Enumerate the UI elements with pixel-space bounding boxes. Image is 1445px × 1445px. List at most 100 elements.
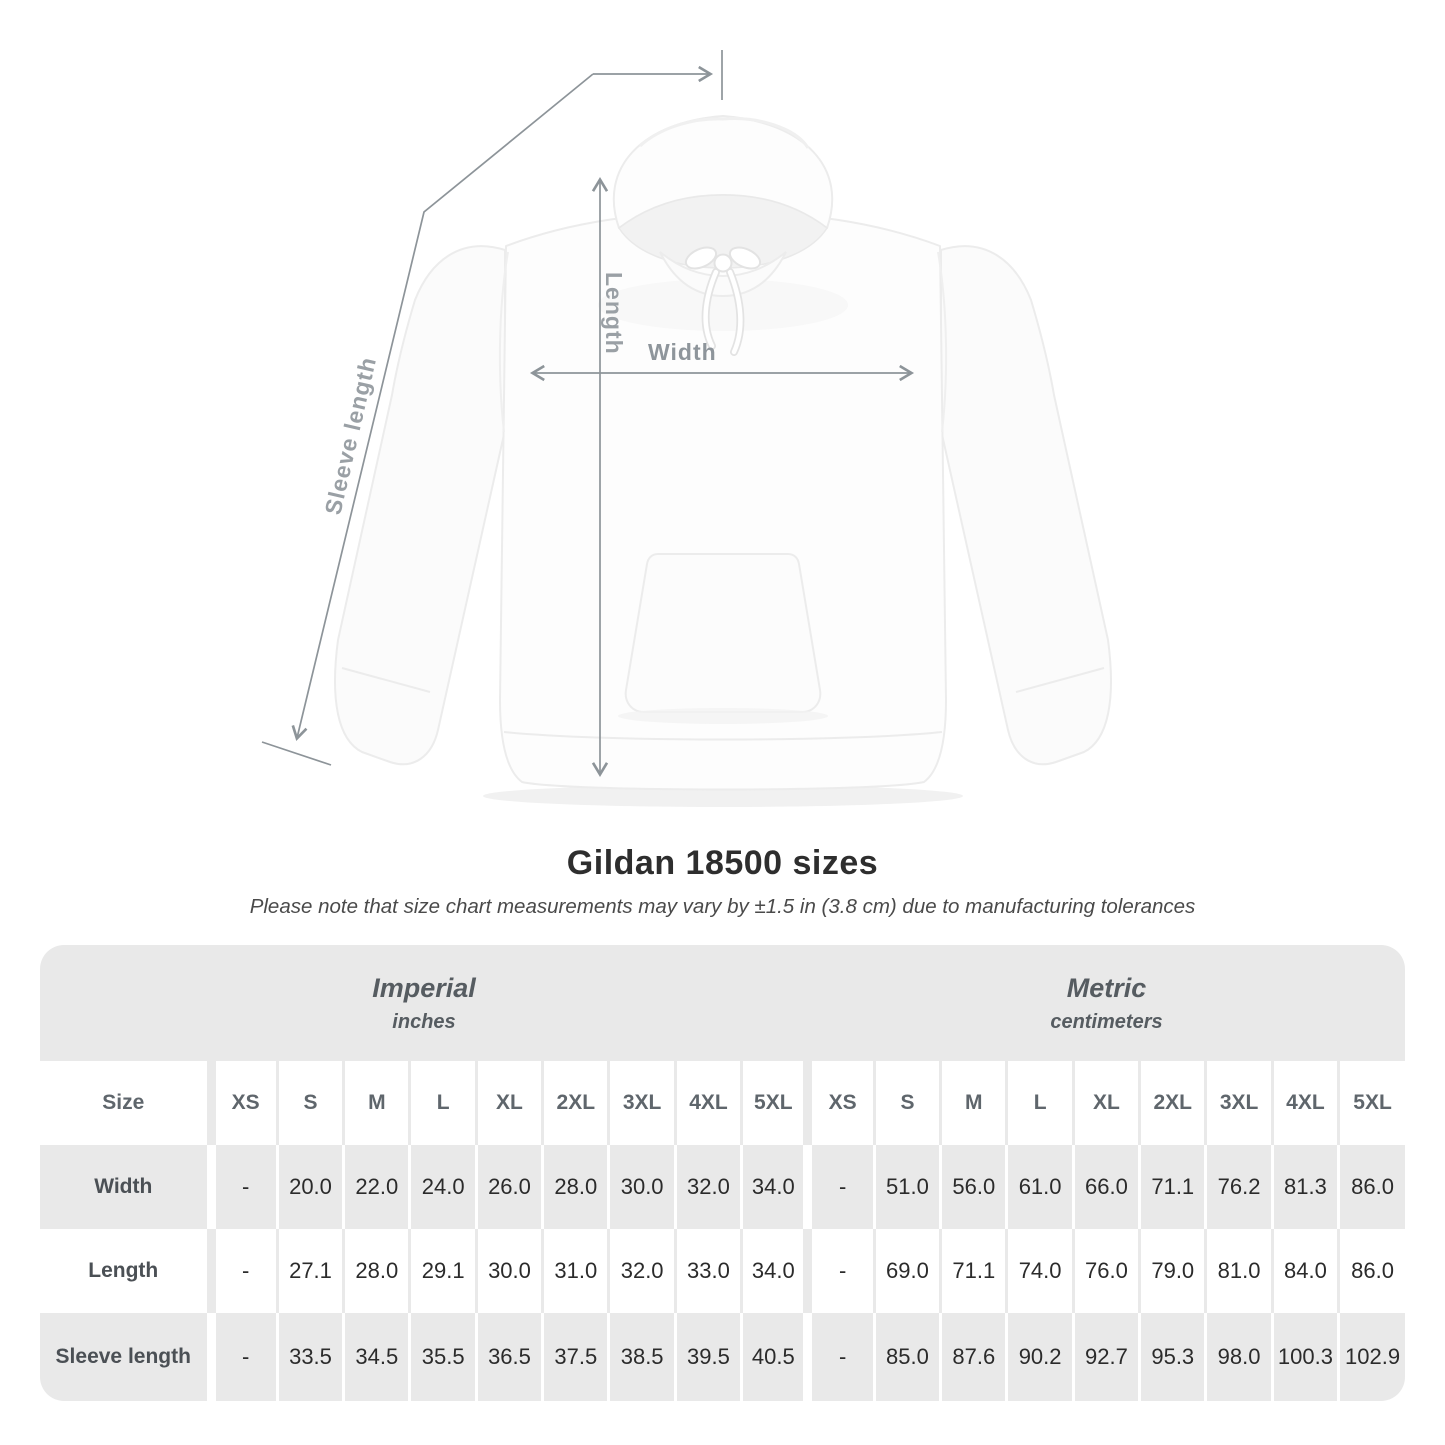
metric-value-cell: 81.3 bbox=[1270, 1145, 1339, 1229]
metric-value-cell: 66.0 bbox=[1071, 1145, 1140, 1229]
metric-value-cell: 102.9 bbox=[1337, 1313, 1405, 1401]
size-header-imperial-7: 4XL bbox=[673, 1061, 742, 1145]
size-table: Imperial inches Metric centimeters Size … bbox=[40, 945, 1405, 1401]
metric-value-cell: 56.0 bbox=[939, 1145, 1007, 1229]
imperial-value-cell: 32.0 bbox=[673, 1145, 742, 1229]
imperial-group-unit: inches bbox=[392, 1010, 456, 1033]
metric-value-cell: 76.2 bbox=[1204, 1145, 1273, 1229]
imperial-value-cell: 34.0 bbox=[740, 1145, 808, 1229]
metric-value-cell: 85.0 bbox=[872, 1313, 941, 1401]
imperial-value-cell: 39.5 bbox=[673, 1313, 742, 1401]
metric-value-cell: 51.0 bbox=[872, 1145, 941, 1229]
imperial-value-cell: 34.0 bbox=[740, 1229, 808, 1313]
imperial-value-cell: 33.0 bbox=[673, 1229, 742, 1313]
imperial-value-cell: 29.1 bbox=[408, 1229, 477, 1313]
hoodie-shadow bbox=[483, 785, 963, 807]
measurement-row: Sleeve length -33.5 34.5 35.5 36.5 37.5 38.5 39… bbox=[40, 1313, 1405, 1401]
bow-loop-left bbox=[684, 246, 718, 270]
imperial-value-cell: 37.5 bbox=[541, 1313, 609, 1401]
size-header-metric-1: S bbox=[872, 1061, 941, 1145]
hoodie-left-cuff-seam bbox=[341, 667, 431, 693]
imperial-value-cell: 38.5 bbox=[607, 1313, 676, 1401]
size-header-metric-4: XL bbox=[1071, 1061, 1140, 1145]
hoodie-hem-seam bbox=[503, 731, 943, 741]
metric-value-cell: 74.0 bbox=[1005, 1229, 1074, 1313]
hoodie-pocket bbox=[624, 553, 822, 713]
size-tolerance-note: Please note that size chart measurements… bbox=[249, 895, 1196, 918]
metric-value-cell: 86.0 bbox=[1337, 1229, 1405, 1313]
sleeve-measure-bottom-tick bbox=[261, 741, 332, 766]
size-header-imperial-3: L bbox=[408, 1061, 477, 1145]
hoodie-left-armhole-seam bbox=[498, 251, 509, 433]
page-title: Gildan 18500 sizes bbox=[566, 844, 879, 882]
size-header-imperial-6: 3XL bbox=[607, 1061, 676, 1145]
imperial-value-cell: 31.0 bbox=[541, 1229, 609, 1313]
drawcord-right-core bbox=[727, 269, 743, 355]
size-header-metric-5: 2XL bbox=[1138, 1061, 1206, 1145]
size-header-imperial-0: XS bbox=[206, 1061, 278, 1145]
width-measure-label: Width bbox=[648, 339, 717, 365]
measurement-row: Width -20.0 22.0 24.0 26.0 28.0 30.0 32.0 34.0-5… bbox=[40, 1145, 1405, 1229]
imperial-value-cell: 20.0 bbox=[275, 1145, 344, 1229]
bow-knot bbox=[713, 253, 733, 273]
size-header-row: Size XS S M L XL 2XL 3XL 4XL 5XL XS S M L XL 2XL 3XL 4XL… bbox=[40, 1061, 1405, 1145]
imperial-value-cell: 34.5 bbox=[342, 1313, 410, 1401]
hoodie-right-armhole-seam bbox=[937, 251, 948, 433]
row-label: Sleeve length bbox=[55, 1345, 191, 1368]
size-header-imperial-8: 5XL bbox=[740, 1061, 808, 1145]
size-header-imperial-2: M bbox=[342, 1061, 410, 1145]
size-header-metric-3: L bbox=[1005, 1061, 1074, 1145]
metric-value-cell: 92.7 bbox=[1071, 1313, 1140, 1401]
metric-group-name: Metric bbox=[1066, 972, 1147, 1003]
bow-loop-right bbox=[728, 246, 762, 270]
hood-neck-flap bbox=[659, 251, 787, 298]
unit-header-row: Imperial inches Metric centimeters bbox=[40, 945, 1405, 1061]
imperial-value-cell: - bbox=[206, 1229, 278, 1313]
hoodie-right-sleeve bbox=[940, 245, 1112, 766]
imperial-value-cell: 32.0 bbox=[607, 1229, 676, 1313]
metric-value-cell: 71.1 bbox=[1138, 1145, 1206, 1229]
row-label: Width bbox=[94, 1175, 153, 1198]
hoodie-size-diagram: Width Length Sleeve length bbox=[261, 50, 1112, 807]
metric-value-cell: - bbox=[803, 1145, 875, 1229]
imperial-value-cell: 35.5 bbox=[408, 1313, 477, 1401]
imperial-value-cell: - bbox=[206, 1313, 278, 1401]
imperial-value-cell: 40.5 bbox=[740, 1313, 808, 1401]
metric-value-cell: 87.6 bbox=[939, 1313, 1007, 1401]
pocket-shading bbox=[618, 708, 828, 724]
metric-value-cell: 69.0 bbox=[872, 1229, 941, 1313]
imperial-value-cell: 27.1 bbox=[275, 1229, 344, 1313]
metric-value-cell: 76.0 bbox=[1071, 1229, 1140, 1313]
imperial-value-cell: 24.0 bbox=[408, 1145, 477, 1229]
chest-shading bbox=[598, 279, 848, 331]
imperial-group-name: Imperial bbox=[372, 972, 476, 1003]
imperial-value-cell: - bbox=[206, 1145, 278, 1229]
imperial-value-cell: 30.0 bbox=[474, 1229, 543, 1313]
metric-group-unit: centimeters bbox=[1050, 1010, 1163, 1033]
metric-value-cell: 71.1 bbox=[939, 1229, 1007, 1313]
metric-value-cell: 79.0 bbox=[1138, 1229, 1206, 1313]
size-header-metric-8: 5XL bbox=[1337, 1061, 1405, 1145]
metric-value-cell: - bbox=[803, 1313, 875, 1401]
imperial-value-cell: 36.5 bbox=[474, 1313, 543, 1401]
hoodie-illustration: Width Length Sleeve length bbox=[261, 50, 1112, 807]
metric-value-cell: 95.3 bbox=[1138, 1313, 1206, 1401]
size-header-metric-6: 3XL bbox=[1204, 1061, 1273, 1145]
metric-value-cell: 100.3 bbox=[1270, 1313, 1339, 1401]
imperial-value-cell: 33.5 bbox=[275, 1313, 344, 1401]
hoodie-right-cuff-seam bbox=[1015, 667, 1105, 693]
hoodie-left-sleeve bbox=[334, 245, 506, 766]
imperial-group-header: Imperial inches bbox=[40, 945, 808, 1061]
metric-value-cell: 84.0 bbox=[1270, 1229, 1339, 1313]
imperial-value-cell: 30.0 bbox=[607, 1145, 676, 1229]
metric-group-header: Metric centimeters bbox=[808, 945, 1405, 1061]
hood-ruffle bbox=[638, 117, 810, 149]
size-column-header: Size bbox=[102, 1091, 145, 1114]
size-header-metric-7: 4XL bbox=[1270, 1061, 1339, 1145]
size-header-imperial-4: XL bbox=[474, 1061, 543, 1145]
imperial-value-cell: 22.0 bbox=[342, 1145, 410, 1229]
sleeve-measure-diagonal bbox=[291, 73, 594, 741]
drawcord-left-core bbox=[703, 269, 719, 349]
metric-value-cell: - bbox=[803, 1229, 875, 1313]
size-header-metric-0: XS bbox=[803, 1061, 875, 1145]
